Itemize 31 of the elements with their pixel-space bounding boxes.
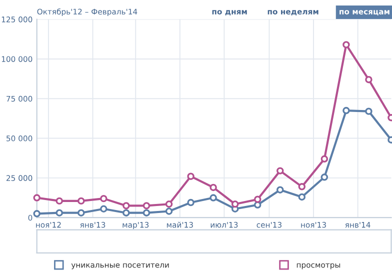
point bbox=[231, 200, 239, 208]
point bbox=[365, 76, 372, 84]
point bbox=[100, 194, 108, 202]
point bbox=[342, 106, 350, 114]
point bbox=[78, 209, 85, 216]
point bbox=[122, 209, 130, 216]
point bbox=[165, 208, 173, 215]
point bbox=[320, 155, 328, 163]
point bbox=[254, 196, 262, 203]
point bbox=[210, 184, 217, 192]
point bbox=[254, 201, 262, 209]
point bbox=[276, 167, 284, 174]
point bbox=[78, 197, 85, 205]
point bbox=[320, 174, 328, 181]
point bbox=[100, 205, 108, 212]
point bbox=[33, 210, 40, 218]
point bbox=[165, 200, 173, 208]
point bbox=[56, 197, 63, 205]
point bbox=[187, 198, 194, 206]
point bbox=[56, 209, 63, 216]
point bbox=[342, 41, 350, 48]
point bbox=[210, 194, 217, 202]
point bbox=[298, 183, 306, 190]
point bbox=[187, 172, 194, 180]
point bbox=[276, 186, 284, 194]
point bbox=[122, 202, 130, 210]
point bbox=[142, 202, 150, 210]
point bbox=[298, 193, 306, 201]
point bbox=[33, 194, 40, 202]
point bbox=[365, 108, 372, 115]
point bbox=[142, 209, 150, 216]
